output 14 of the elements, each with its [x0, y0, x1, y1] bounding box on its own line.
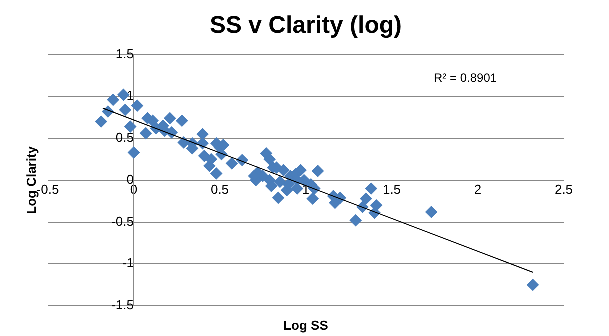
- x-tick-label: 0.5: [210, 182, 230, 197]
- x-tick-label: 2: [474, 182, 482, 197]
- y-tick-label: 1.5: [116, 46, 134, 62]
- y-tick-label: 1: [126, 88, 134, 104]
- y-tick-label: -0.5: [112, 214, 134, 229]
- y-tick-label: 0.5: [116, 130, 134, 146]
- annotation: R² = 0.8901: [434, 70, 498, 85]
- x-tick-label: 2.5: [554, 182, 574, 197]
- y-axis-title: Log Clarity: [24, 146, 39, 214]
- y-tick-label: -1.5: [112, 298, 134, 313]
- chart-title: SS v Clarity (log): [210, 12, 402, 40]
- x-axis-title: Log SS: [284, 318, 329, 333]
- y-tick-label: -1: [122, 256, 134, 271]
- x-tick-label: 1.5: [382, 182, 402, 197]
